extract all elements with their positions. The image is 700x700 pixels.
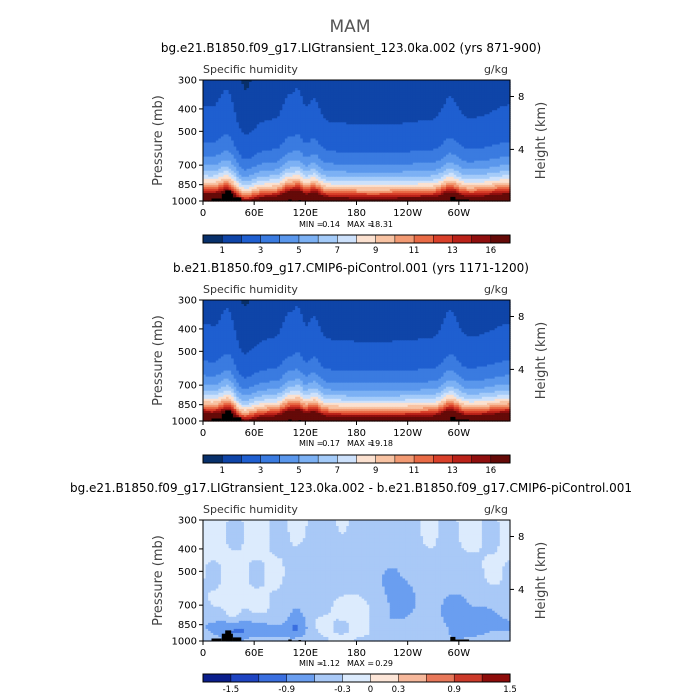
- season-title: MAM: [330, 17, 371, 37]
- panel-title: bg.e21.B1850.f09_g17.LIGtransient_123.0k…: [161, 41, 541, 55]
- panel-top: bg.e21.B1850.f09_g17.LIGtransient_123.0k…: [151, 41, 549, 256]
- variable-label: Specific humidity: [203, 63, 298, 76]
- figure: MAM bg.e21.B1850.f09_g17.LIGtransient_12…: [0, 0, 700, 700]
- contour-field: [203, 80, 511, 202]
- units-label: g/kg: [484, 63, 508, 76]
